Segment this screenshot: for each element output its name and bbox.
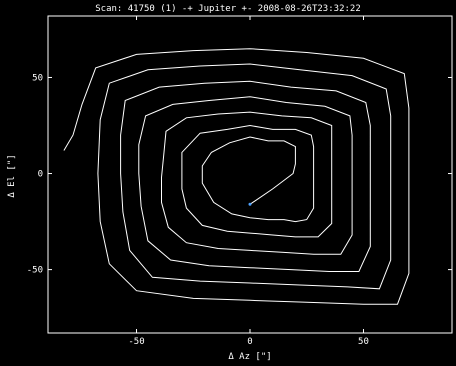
y-tick-label: 0 (38, 170, 43, 180)
x-axis-label: Δ Az ["] (228, 352, 271, 362)
y-axis-label: Δ El ["] (7, 154, 17, 197)
start-point-marker (248, 202, 252, 206)
chart-title: Scan: 41750 (1) -+ Jupiter +- 2008-08-26… (95, 4, 361, 14)
y-tick-label: -50 (27, 266, 43, 276)
y-axis: -50 0 50 (27, 73, 452, 276)
x-tick-label: 50 (358, 337, 369, 347)
x-tick-label: 0 (247, 337, 252, 347)
plot-area: -50 0 50 -50 0 50 (27, 15, 453, 347)
x-axis: -50 0 50 (128, 16, 369, 347)
y-tick-label: 50 (32, 73, 43, 83)
x-tick-label: -50 (128, 337, 144, 347)
scan-series-line (63, 48, 410, 305)
